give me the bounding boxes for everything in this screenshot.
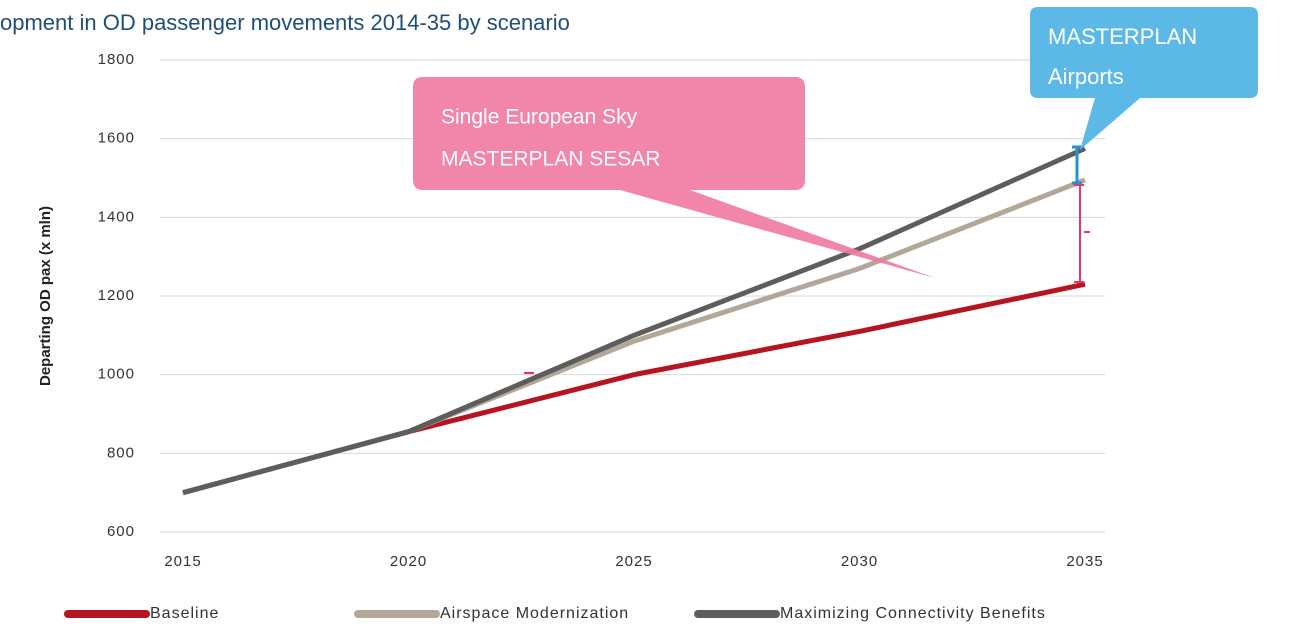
x-tick-label: 2025	[615, 553, 652, 570]
callout-text: Single European Sky	[441, 106, 638, 129]
x-tick-label: 2015	[164, 553, 201, 570]
y-tick-label: 1800	[98, 51, 135, 68]
legend-label: Maximizing Connectivity Benefits	[780, 605, 1046, 622]
legend-label: Airspace Modernization	[440, 605, 629, 622]
callout-sesar	[413, 77, 935, 278]
y-axis-label: Departing OD pax (x mln)	[37, 206, 54, 386]
y-tick-label: 1200	[98, 287, 135, 304]
chart-title: opment in OD passenger movements 2014-35…	[0, 10, 570, 35]
series-line	[182, 281, 1086, 496]
x-tick-label: 2035	[1066, 553, 1103, 570]
y-tick-label: 1400	[98, 208, 135, 225]
series-line	[182, 146, 1087, 496]
callout-text: MASTERPLAN	[1048, 24, 1197, 49]
x-tick-label: 2030	[841, 553, 878, 570]
legend-label: Baseline	[150, 605, 219, 622]
bracket	[1072, 145, 1082, 185]
y-tick-label: 800	[107, 444, 135, 461]
y-tick-label: 1600	[98, 130, 135, 147]
callout-airports	[1030, 7, 1258, 150]
callout-text: Airports	[1048, 64, 1124, 89]
callout-text: MASTERPLAN SESAR	[441, 148, 660, 171]
y-tick-label: 1000	[98, 366, 135, 383]
x-tick-label: 2020	[390, 553, 427, 570]
bracket	[1074, 184, 1090, 283]
y-tick-label: 600	[107, 523, 135, 540]
